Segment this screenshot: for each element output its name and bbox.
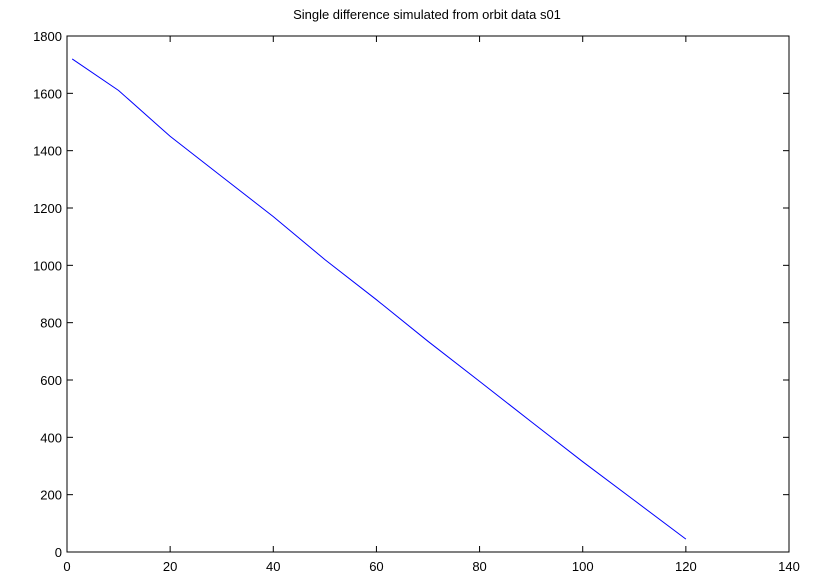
x-tick-label: 0 — [63, 559, 70, 574]
y-tick-label: 400 — [40, 430, 62, 445]
x-tick-label: 20 — [163, 559, 177, 574]
series-layer — [71, 58, 687, 540]
x-tick-label: 40 — [266, 559, 280, 574]
y-tick-label: 1400 — [33, 144, 62, 159]
y-tick-label: 1600 — [33, 86, 62, 101]
axes-frame — [66, 35, 790, 553]
chart-title: Single difference simulated from orbit d… — [293, 7, 561, 22]
x-tick-label: 120 — [675, 559, 697, 574]
series-line — [71, 58, 687, 540]
x-tick-label: 80 — [472, 559, 486, 574]
y-axis: 0 200 400 600 800 1000 1200 1400 1600 1800 — [33, 29, 789, 560]
y-tick-label: 1000 — [33, 258, 62, 273]
x-tick-label: 140 — [778, 559, 800, 574]
y-tick-label: 1200 — [33, 201, 62, 216]
x-tick-label: 100 — [572, 559, 594, 574]
x-axis: 0 20 40 60 80 100 120 140 — [63, 36, 800, 574]
y-tick-label: 800 — [40, 316, 62, 331]
x-tick-label: 60 — [369, 559, 383, 574]
y-tick-label: 1800 — [33, 29, 62, 44]
y-tick-label: 0 — [55, 545, 62, 560]
y-tick-label: 600 — [40, 373, 62, 388]
y-tick-label: 200 — [40, 488, 62, 503]
